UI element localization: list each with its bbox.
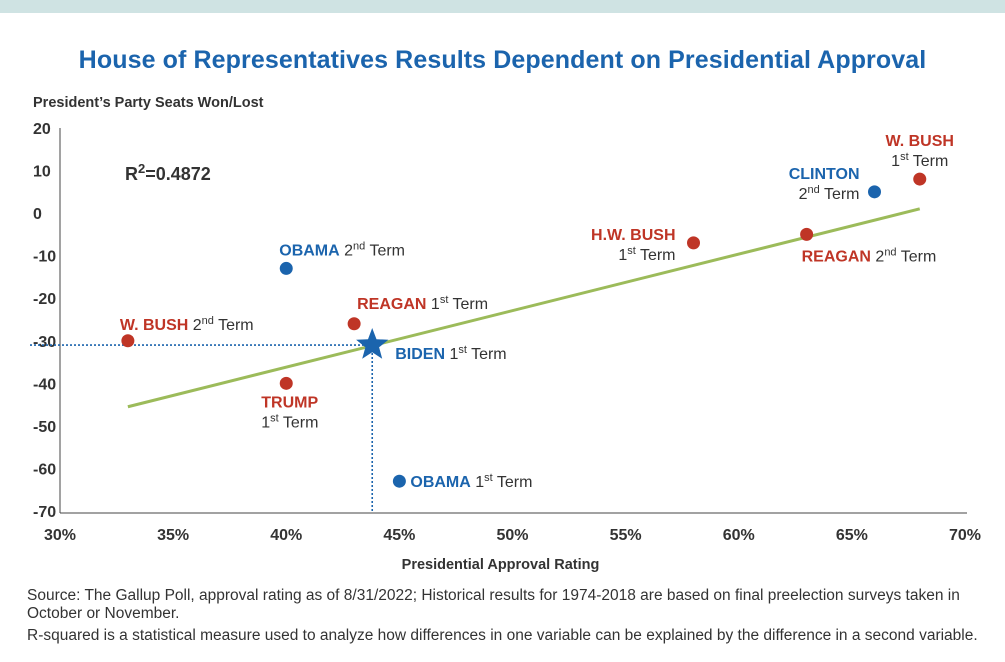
x-tick-label: 45% [383,527,415,544]
point-biden-1st-star [356,328,389,359]
label-reagan-2nd: REAGAN 2nd Term [802,246,937,265]
trend-line [127,207,921,409]
y-tick-label: 20 [33,121,51,138]
y-tick-label: -20 [33,291,56,308]
top-accent-bar [0,0,1005,13]
y-axis-label: President’s Party Seats Won/Lost [33,95,264,111]
label-h-w-bush-1st-term: 1st Term [618,245,675,264]
y-tick-label: -40 [33,376,56,393]
y-tick-label: -50 [33,419,56,436]
label-w-bush-1st-name: W. BUSH [886,133,954,150]
x-tick-label: 65% [836,527,868,544]
label-biden-1st: BIDEN 1st Term [395,344,506,363]
point-reagan-2nd [800,227,814,241]
point-clinton-2nd [868,185,881,199]
x-tick-label: 70% [949,527,981,544]
point-obama-2nd [279,261,293,275]
r-squared-note: R-squared is a statistical measure used … [27,627,978,644]
r-squared-label: R2=0.4872 [125,161,211,184]
y-tick-label: -30 [33,334,56,351]
x-tick-label: 55% [610,527,642,544]
label-trump-1st-term: 1st Term [261,412,318,431]
point-w-bush-2nd [121,334,135,348]
y-tick-label: 10 [33,164,51,181]
label-clinton-2nd-name: CLINTON [789,166,860,183]
label-h-w-bush-1st-name: H.W. BUSH [591,227,675,244]
point-w-bush-1st [913,172,927,186]
point-h-w-bush-1st [687,236,700,250]
x-tick-label: 50% [496,527,528,544]
y-tick-label: -10 [33,249,56,266]
label-w-bush-1st-term: 1st Term [891,151,948,170]
label-w-bush-2nd: W. BUSH 2nd Term [120,315,254,334]
scatter-chart: President’s Party Seats Won/Lost 20 10 0 -10… [30,95,981,573]
label-obama-1st: OBAMA 1st Term [410,472,532,491]
x-axis-label: Presidential Approval Rating [402,557,600,573]
label-trump-1st-name: TRUMP [261,394,318,411]
point-trump-1st [279,376,293,390]
label-clinton-2nd-term: 2nd Term [799,184,860,203]
x-tick-label: 35% [157,527,189,544]
point-reagan-1st [347,317,361,331]
label-reagan-1st: REAGAN 1st Term [357,294,488,313]
y-tick-label: -60 [33,461,56,478]
chart-title: House of Representatives Results Depende… [78,46,927,74]
x-tick-label: 60% [723,527,755,544]
source-note: Source: The Gallup Poll, approval rating… [27,587,960,622]
point-obama-1st [392,474,406,488]
x-tick-label: 40% [270,527,302,544]
y-tick-label: 0 [33,206,42,223]
y-tick-label: -70 [33,504,56,521]
x-tick-label: 30% [44,527,76,544]
label-obama-2nd: OBAMA 2nd Term [279,240,405,259]
